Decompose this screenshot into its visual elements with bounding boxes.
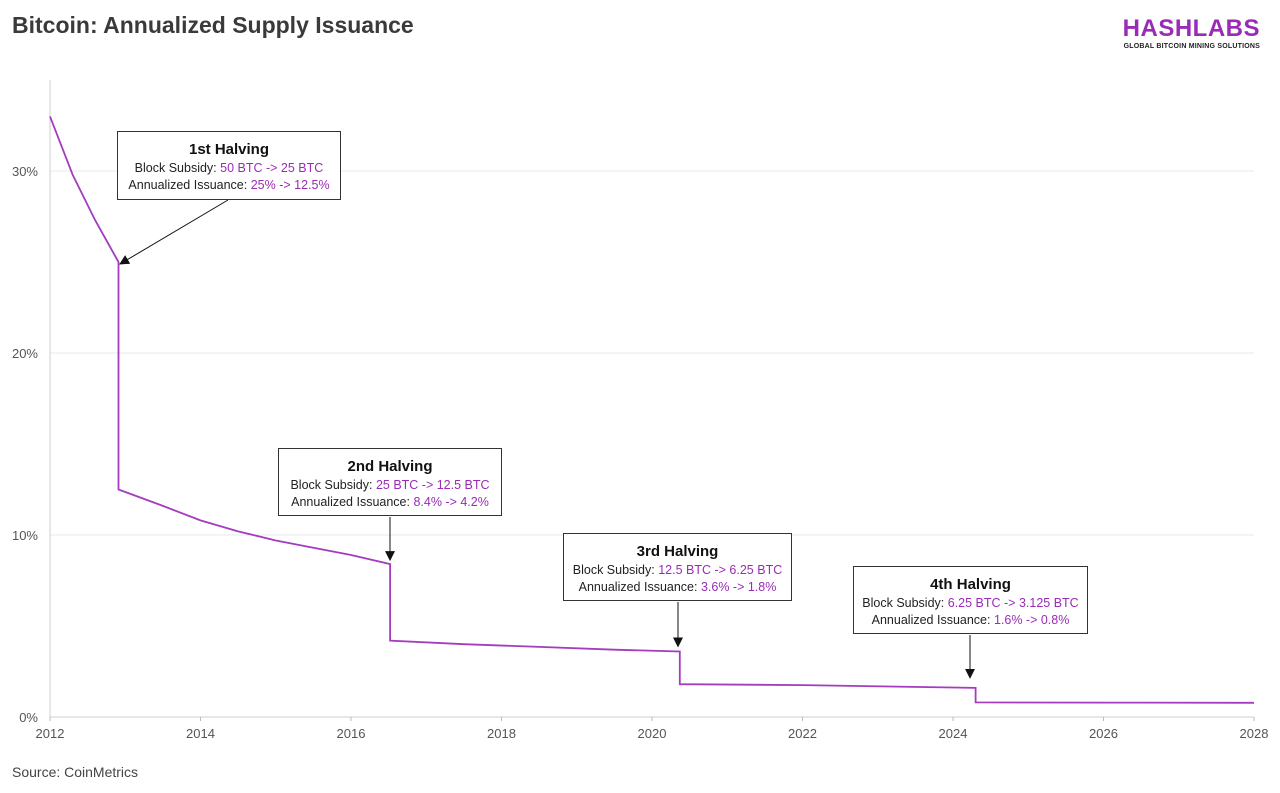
- annotation-subsidy-row: Block Subsidy: 12.5 BTC -> 6.25 BTC: [564, 562, 791, 579]
- annotation-issuance-label: Annualized Issuance:: [871, 613, 994, 627]
- annotation-1st-halving: 1st Halving Block Subsidy: 50 BTC -> 25 …: [117, 131, 341, 200]
- annotation-title: 4th Halving: [930, 576, 1011, 593]
- annotation-issuance-value: 1.6% -> 0.8%: [993, 613, 1070, 627]
- issuance-line: [49, 116, 1255, 704]
- y-tick-label: 20%: [12, 346, 38, 361]
- x-tick-label: 2026: [1089, 726, 1118, 741]
- x-tick-label: 2028: [1240, 726, 1269, 741]
- annotation-title: 3rd Halving: [636, 543, 719, 560]
- annotation-subsidy-label: Block Subsidy:: [290, 478, 376, 492]
- annotation-subsidy-value: 12.5 BTC -> 6.25 BTC: [658, 563, 783, 577]
- annotation-subsidy-label: Block Subsidy:: [134, 161, 221, 175]
- annotation-issuance-row: Annualized Issuance: 25% -> 12.5%: [118, 177, 340, 194]
- x-tick-label: 2018: [487, 726, 516, 741]
- x-tick-label: 2020: [638, 726, 667, 741]
- series-layer: [49, 116, 1255, 704]
- annotation-issuance-label: Annualized Issuance:: [128, 178, 251, 192]
- annotation-title: 1st Halving: [188, 141, 270, 158]
- y-tick-label: 0%: [19, 710, 38, 725]
- annotation-4th-halving: 4th Halving Block Subsidy: 6.25 BTC -> 3…: [853, 566, 1088, 634]
- source-note: Source: CoinMetrics: [12, 764, 139, 780]
- annotation-issuance-row: Annualized Issuance: 8.4% -> 4.2%: [279, 494, 501, 511]
- annotation-issuance-row: Annualized Issuance: 1.6% -> 0.8%: [854, 612, 1087, 629]
- brand-tagline: GLOBAL BITCOIN MINING SOLUTIONS: [1123, 43, 1260, 50]
- brand-logo: HASHLABS GLOBAL BITCOIN MINING SOLUTIONS: [1122, 15, 1260, 51]
- annotation-subsidy-row: Block Subsidy: 25 BTC -> 12.5 BTC: [279, 477, 501, 494]
- chart-title: Bitcoin: Annualized Supply Issuance: [12, 12, 414, 38]
- y-axis-ticks: 0% 10% 20% 30%: [12, 164, 38, 725]
- annotation-subsidy-value: 50 BTC -> 25 BTC: [220, 161, 324, 175]
- annotation-issuance-value: 25% -> 12.5%: [250, 178, 330, 192]
- x-tick-label: 2012: [36, 726, 65, 741]
- annotation-arrow: [119, 199, 229, 265]
- annotation-subsidy-row: Block Subsidy: 6.25 BTC -> 3.125 BTC: [854, 595, 1087, 612]
- y-tick-label: 30%: [12, 164, 38, 179]
- annotation-subsidy-label: Block Subsidy:: [862, 596, 948, 610]
- annotation-arrows: [119, 199, 975, 679]
- annotation-issuance-row: Annualized Issuance: 3.6% -> 1.8%: [564, 579, 791, 596]
- annotation-subsidy-value: 6.25 BTC -> 3.125 BTC: [947, 596, 1079, 610]
- x-axis-ticks: 2012 2014 2016 2018 2020 2022 2024 2026 2028: [36, 717, 1269, 741]
- y-tick-label: 10%: [12, 528, 38, 543]
- annotation-2nd-halving: 2nd Halving Block Subsidy: 25 BTC -> 12.…: [278, 448, 502, 516]
- x-tick-label: 2022: [788, 726, 817, 741]
- annotation-subsidy-value: 25 BTC -> 12.5 BTC: [375, 478, 490, 492]
- x-tick-label: 2014: [186, 726, 215, 741]
- annotation-title: 2nd Halving: [347, 458, 433, 475]
- annotation-subsidy-row: Block Subsidy: 50 BTC -> 25 BTC: [118, 160, 340, 177]
- annotation-issuance-value: 3.6% -> 1.8%: [700, 580, 777, 594]
- annotation-subsidy-label: Block Subsidy:: [572, 563, 659, 577]
- annotation-3rd-halving: 3rd Halving Block Subsidy: 12.5 BTC -> 6…: [563, 533, 792, 601]
- brand-name: HASHLABS: [1122, 15, 1260, 42]
- x-tick-label: 2024: [939, 726, 968, 741]
- annotation-issuance-label: Annualized Issuance:: [578, 580, 701, 594]
- annotation-issuance-label: Annualized Issuance:: [291, 495, 414, 509]
- x-tick-label: 2016: [337, 726, 366, 741]
- annotation-issuance-value: 8.4% -> 4.2%: [413, 495, 489, 509]
